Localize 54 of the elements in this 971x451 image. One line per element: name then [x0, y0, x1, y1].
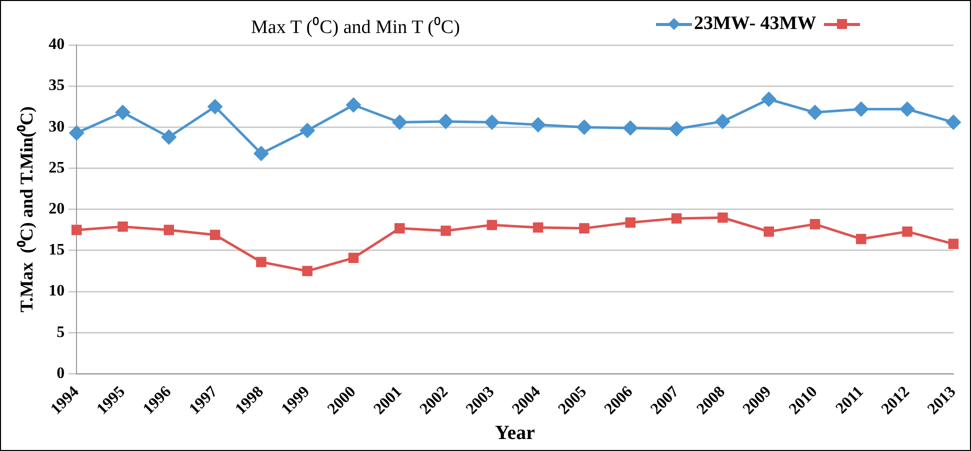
y-tick-label: 15 [48, 242, 65, 259]
point [256, 256, 266, 268]
point [856, 234, 866, 244]
point [948, 238, 959, 250]
legend-label: 23MW- 43MW [694, 13, 816, 35]
point [623, 120, 638, 136]
point [576, 120, 592, 134]
y-axis-title: T.Max (⁰C) and T.Min(⁰C) [16, 106, 36, 312]
point [669, 122, 684, 136]
point [625, 217, 636, 228]
point [810, 219, 820, 230]
point [486, 220, 498, 230]
point [718, 212, 728, 223]
point [348, 252, 359, 264]
y-tick-label: 10 [48, 282, 65, 300]
point [346, 98, 361, 112]
point [530, 117, 546, 132]
y-tick-label: 0 [56, 364, 65, 382]
point [302, 266, 312, 276]
x-axis-title: Year [495, 422, 536, 444]
point [69, 126, 84, 140]
y-tick-label: 5 [56, 324, 65, 341]
point [392, 115, 407, 130]
point [900, 102, 915, 116]
point [438, 114, 454, 129]
y-tick-label: 35 [48, 77, 65, 94]
point [164, 224, 174, 236]
point [671, 213, 682, 224]
point [902, 226, 912, 237]
point [854, 102, 868, 116]
point [300, 123, 315, 138]
point [254, 146, 268, 161]
point [715, 114, 730, 129]
x-tick-label: 2011 [832, 383, 867, 418]
point [162, 130, 176, 144]
point [484, 115, 500, 130]
point [532, 222, 544, 233]
point [71, 224, 82, 236]
point [118, 222, 128, 232]
point [208, 99, 222, 114]
point [116, 105, 130, 120]
point [808, 105, 822, 120]
y-tick-label: 25 [48, 159, 65, 176]
point [762, 92, 776, 106]
point [946, 115, 961, 130]
point [764, 226, 774, 237]
point [394, 223, 405, 234]
y-tick-label: 30 [48, 118, 65, 136]
y-tick-label: 40 [48, 36, 65, 54]
point [210, 230, 220, 240]
y-tick-label: 20 [48, 200, 65, 218]
point [440, 226, 451, 236]
point [579, 223, 590, 234]
chart-title: Max T (⁰C) and Min T (⁰C) [251, 16, 460, 39]
